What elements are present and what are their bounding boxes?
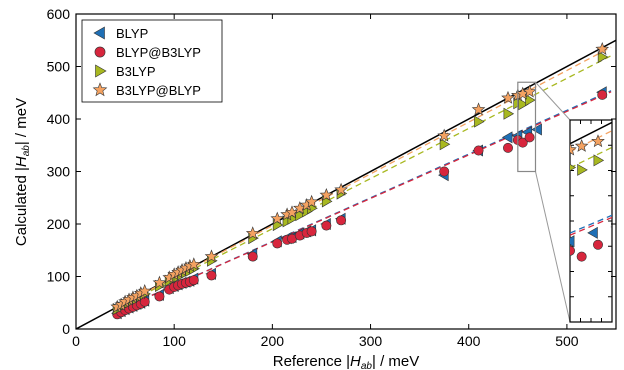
legend-label: B3LYP@BLYP [116, 83, 201, 98]
inset-data-point [577, 163, 588, 176]
data-point [247, 251, 258, 262]
inset-reference-line [570, 121, 612, 145]
data-point [595, 42, 610, 55]
x-tick-label: 400 [457, 333, 481, 349]
x-axis-label: Reference |Hab| / meV [273, 353, 420, 370]
inset-data-point [610, 226, 612, 228]
x-tick-label: 0 [72, 333, 80, 349]
zoom-region [517, 81, 537, 173]
inset-data-point [593, 239, 603, 250]
y-tick-label: 0 [62, 321, 70, 337]
data-point [503, 142, 513, 153]
y-axis-label-symbol: H [13, 156, 30, 167]
data-point [597, 89, 608, 100]
data-point [137, 284, 152, 297]
inset-data-point [570, 245, 575, 256]
x-axis-label-symbol: H [350, 353, 361, 370]
data-point [206, 270, 217, 281]
x-tick-label: 500 [555, 333, 579, 349]
inset-data-point [591, 134, 605, 148]
x-axis-label-post: | / meV [372, 353, 419, 370]
data-point [154, 291, 165, 302]
data-point [336, 215, 347, 226]
data-point [474, 115, 485, 128]
inset-data-point [570, 142, 577, 156]
data-point [439, 166, 450, 177]
data-point [471, 102, 486, 116]
legend-marker [93, 26, 105, 40]
legend-marker [92, 82, 108, 97]
data-point [245, 226, 260, 240]
legend: BLYP BLYP@B3LYP B3LYP B3LYP@BLYP [81, 19, 223, 103]
y-axis-label-pre: Calculated | [13, 167, 30, 246]
inset-fit-line-1 [570, 216, 612, 236]
legend-label: BLYP [116, 26, 148, 41]
data-point [270, 211, 285, 225]
inset-frame [569, 119, 613, 323]
data-point [272, 238, 283, 249]
data-point [152, 275, 167, 289]
data-point [321, 220, 332, 231]
inset-data-point [593, 154, 605, 167]
x-tick-label: 300 [359, 333, 383, 349]
data-point [525, 94, 536, 107]
x-axis-label-subscript: ab [361, 361, 373, 370]
data-point [439, 138, 451, 151]
inset-data-point [570, 235, 575, 248]
y-tick-label: 600 [47, 6, 71, 22]
data-point [187, 257, 201, 271]
inset-data-point [570, 164, 577, 172]
y-axis-label-post: | / meV [13, 98, 30, 145]
data-point [501, 90, 515, 104]
data-point [319, 187, 334, 201]
data-point [473, 145, 484, 156]
y-axis-label-subscript: ab [21, 145, 32, 157]
x-axis-label-pre: Reference | [273, 353, 350, 370]
data-point [204, 249, 219, 263]
data-point [437, 128, 451, 142]
y-tick-label: 500 [47, 59, 71, 75]
data-point [522, 84, 537, 98]
inset-fit-line-0 [570, 214, 612, 234]
inset-fit-line-3 [570, 130, 612, 153]
data-point [597, 51, 609, 64]
y-tick-label: 200 [47, 216, 71, 232]
inset-data-point [574, 139, 589, 152]
y-axis-label: Calculated |Hab| / meV [13, 98, 32, 246]
data-point [503, 107, 515, 120]
inset-connector [535, 81, 571, 121]
data-point [306, 226, 317, 237]
inset-fit-line-2 [570, 146, 612, 169]
y-tick-label: 300 [47, 164, 71, 180]
fit-line-3 [114, 46, 612, 309]
data-point [285, 205, 299, 219]
y-tick-label: 400 [47, 111, 71, 127]
data-point [524, 132, 535, 143]
x-tick-label: 100 [163, 333, 187, 349]
data-point [531, 123, 542, 136]
series-3 [110, 42, 610, 313]
y-tick-label: 100 [47, 269, 71, 285]
data-point [518, 98, 529, 111]
legend-label: BLYP@B3LYP [116, 45, 201, 60]
legend-label: B3LYP [116, 64, 156, 79]
data-point [304, 194, 319, 208]
series-1 [112, 89, 608, 320]
legend-marker [94, 46, 106, 58]
x-tick-label: 200 [261, 333, 285, 349]
data-point [188, 275, 199, 286]
inset-connector [535, 171, 571, 323]
legend-marker [95, 64, 107, 78]
inset-data-point [576, 251, 587, 262]
data-point [334, 182, 348, 196]
inset-data-point [587, 226, 598, 239]
data-point [501, 131, 513, 144]
